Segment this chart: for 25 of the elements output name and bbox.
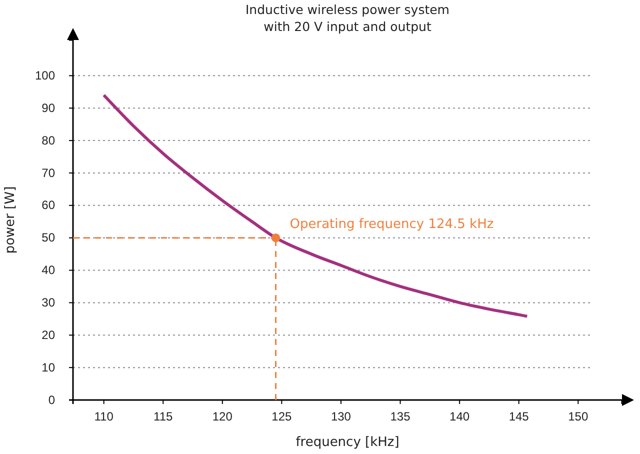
x-tick-label: 130: [330, 410, 352, 424]
x-tick-label: 115: [154, 410, 174, 424]
y-axis-title: power [W]: [3, 186, 18, 254]
y-tick-label: 70: [42, 166, 56, 180]
x-tick-label: 120: [212, 410, 233, 424]
y-tick-label: 60: [42, 198, 56, 212]
x-tick-label: 110: [94, 410, 114, 424]
x-tick-label: 145: [508, 410, 530, 424]
y-tick-label: 100: [34, 68, 56, 83]
y-tick-label: 30: [42, 296, 56, 310]
x-tick-label: 140: [450, 410, 470, 424]
x-tick-label: 150: [568, 410, 588, 424]
annotation: Operating frequency 124.5 kHz: [290, 216, 494, 232]
x-tick-label: 125: [272, 410, 292, 424]
chart-title: Inductive wireless power system with 20 V input and output: [246, 2, 450, 34]
x-axis-title: frequency [kHz]: [296, 435, 400, 450]
y-tick-label: 20: [42, 328, 56, 342]
y-tick-label: 80: [42, 133, 56, 148]
y-tick-label: 40: [42, 263, 56, 278]
y-tick-label: 0: [48, 392, 56, 407]
x-tick-label: 135: [390, 410, 411, 424]
line-series: [102, 94, 529, 318]
y-tick-label: 50: [42, 230, 56, 245]
y-tick-label: 10: [42, 360, 56, 374]
y-tick-label: 90: [42, 100, 56, 115]
